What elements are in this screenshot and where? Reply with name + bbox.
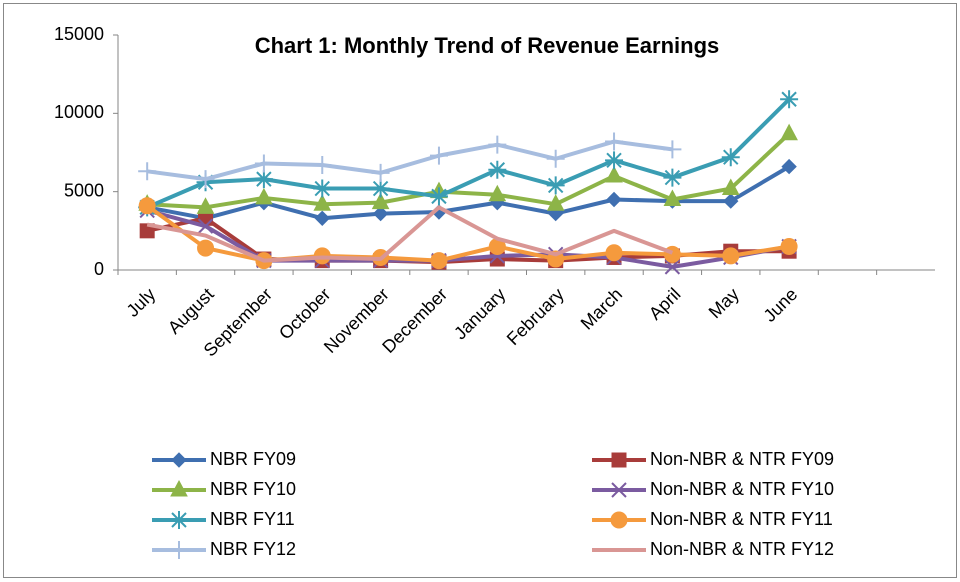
marker [488,160,507,179]
legend-label: Non-NBR & NTR FY10 [650,479,834,499]
marker [313,156,332,175]
legend-label: NBR FY10 [210,479,296,499]
series-line [146,164,791,221]
marker [780,90,799,109]
marker [721,148,740,167]
series-line [146,205,674,263]
marker [780,123,798,141]
marker [196,170,215,189]
marker [488,184,507,202]
series-line [147,132,791,210]
marker [254,170,273,189]
marker [430,252,448,270]
legend-label: Non-NBR & NTR FY09 [650,449,834,469]
marker [663,189,682,206]
marker [605,132,624,151]
marker [313,179,332,198]
marker [546,194,565,211]
marker [663,140,682,159]
marker [611,482,627,498]
marker [663,168,682,187]
marker [546,149,565,168]
legend-label: NBR FY11 [210,509,295,529]
marker [314,210,330,227]
marker [170,511,188,529]
marker [313,194,332,211]
series-line [146,139,673,182]
marker [610,511,628,529]
y-tick-label: 10000 [54,102,104,122]
marker [197,218,214,234]
y-tick-label: 0 [94,259,104,279]
marker [171,452,187,468]
marker [605,165,623,183]
marker [488,135,507,154]
legend-label: NBR FY09 [210,449,296,469]
marker [372,205,389,222]
marker [780,238,798,255]
marker [546,176,565,195]
y-tick-label: 15000 [54,24,104,44]
marker [138,197,156,215]
chart-title: Chart 1: Monthly Trend of Revenue Earnin… [255,33,720,58]
marker [721,178,740,196]
marker [429,187,448,206]
y-tick-label: 5000 [64,180,104,200]
marker [605,244,623,262]
marker [138,162,157,181]
marker [254,154,273,173]
marker [722,247,740,265]
marker [664,259,681,275]
marker [371,192,390,210]
marker [781,158,797,175]
marker [429,146,448,165]
legend-label: Non-NBR & NTR FY11 [650,509,833,529]
legend-label: Non-NBR & NTR FY12 [650,539,834,559]
marker [255,187,273,205]
marker [371,179,390,198]
legend-label: NBR FY12 [210,539,296,559]
marker [139,223,155,239]
marker [197,239,215,257]
marker [611,452,627,468]
marker [371,163,390,182]
marker [605,151,624,170]
marker [196,197,215,214]
marker [723,193,739,209]
marker [606,191,622,208]
marker [170,541,188,559]
series-line [146,97,791,210]
marker [170,479,188,497]
